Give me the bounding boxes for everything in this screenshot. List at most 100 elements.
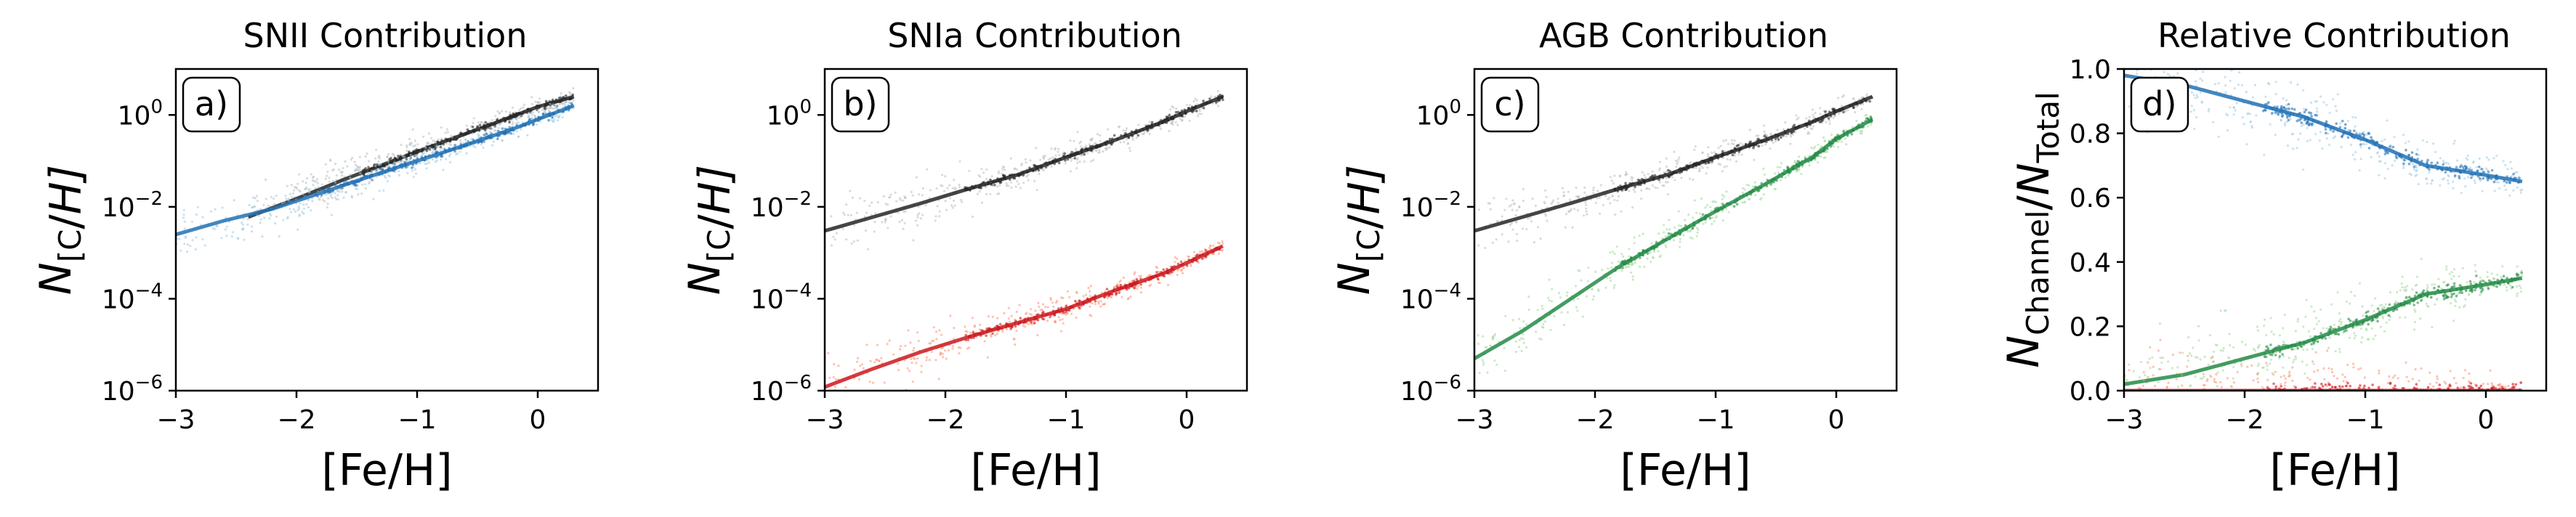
data-point [980, 329, 983, 332]
data-point [2430, 182, 2433, 185]
data-point [2334, 105, 2337, 107]
data-point [1610, 266, 1613, 269]
data-point [2197, 339, 2200, 342]
data-point [2274, 134, 2277, 137]
data-point [254, 197, 257, 200]
data-point [318, 198, 320, 200]
data-point [996, 333, 998, 335]
data-point [435, 144, 438, 147]
data-point [1672, 239, 1676, 242]
data-point [2134, 398, 2136, 400]
data-point [2244, 343, 2248, 346]
data-point [1038, 305, 1041, 308]
data-point [316, 178, 319, 181]
data-point [845, 238, 848, 241]
data-point [2252, 347, 2256, 351]
data-point [2271, 111, 2274, 115]
data-point [951, 206, 954, 209]
data-point [2348, 336, 2351, 339]
data-point [2148, 357, 2151, 360]
data-point [357, 168, 360, 172]
data-point [203, 244, 206, 247]
data-point [2437, 285, 2440, 288]
data-point [2334, 350, 2337, 353]
data-point [341, 174, 344, 177]
data-point [526, 134, 529, 137]
data-point [897, 211, 900, 214]
data-point [1585, 295, 1588, 298]
data-point [1700, 197, 1703, 200]
data-point [985, 168, 988, 171]
data-point [1776, 129, 1779, 131]
data-point [1005, 184, 1009, 187]
data-point [1543, 320, 1546, 323]
data-point [2503, 283, 2506, 286]
data-point [915, 362, 918, 365]
panel-agb: AGB Contribution −3 −2 −1 010−610−410−2100[… [1329, 16, 1898, 496]
data-point [211, 227, 214, 229]
data-point [1774, 172, 1777, 175]
data-point [1679, 237, 1681, 240]
data-point [2160, 361, 2163, 364]
data-point [431, 158, 435, 161]
data-point [1584, 201, 1587, 204]
data-point [2221, 349, 2224, 352]
data-point [2452, 319, 2455, 322]
data-point [2319, 131, 2322, 134]
data-point [1860, 130, 1863, 133]
data-point [2454, 304, 2457, 307]
data-point [1755, 134, 1758, 137]
data-point [1668, 219, 1671, 221]
data-point [492, 140, 496, 143]
data-point [2354, 116, 2357, 119]
y-tick-label: 10−6 [102, 372, 163, 407]
data-point [1640, 198, 1643, 200]
data-point [1735, 160, 1738, 163]
data-point [405, 166, 408, 169]
data-point [1869, 115, 1873, 118]
series-line [825, 94, 1224, 233]
data-point [2413, 168, 2416, 171]
data-point [948, 184, 951, 187]
data-point [1829, 145, 1833, 148]
data-point [2427, 305, 2430, 308]
data-point [1503, 370, 1506, 373]
data-point [364, 167, 368, 170]
data-point [330, 193, 333, 196]
data-point [1664, 235, 1667, 238]
data-point [1511, 208, 1514, 211]
data-point [828, 376, 831, 379]
data-point [2332, 130, 2335, 133]
data-point [1139, 291, 1142, 294]
data-point [310, 173, 312, 176]
data-point [1740, 153, 1743, 156]
data-point [1633, 242, 1636, 245]
data-point [1795, 114, 1798, 117]
data-point [309, 188, 312, 191]
data-point [2128, 363, 2131, 366]
data-point [1706, 166, 1709, 169]
data-point [2328, 112, 2331, 115]
data-point [1695, 211, 1698, 214]
data-point [1503, 208, 1506, 211]
data-point [958, 160, 961, 163]
data-point [1035, 147, 1038, 150]
data-point [1865, 93, 1868, 96]
data-point [1828, 119, 1830, 122]
data-point [1698, 212, 1701, 215]
data-point [1602, 203, 1604, 207]
data-point [1527, 217, 1530, 220]
data-point [384, 176, 387, 179]
data-point [2358, 169, 2361, 172]
data-point [2285, 104, 2288, 107]
y-tick-label: 10−2 [102, 188, 163, 223]
data-point [257, 214, 260, 217]
data-point [952, 199, 956, 203]
data-point [1017, 182, 1020, 186]
data-point [1540, 338, 1543, 341]
data-point [2224, 91, 2227, 94]
data-point [2296, 119, 2299, 123]
data-point [2305, 122, 2308, 125]
data-point [2249, 120, 2252, 123]
data-point [2140, 402, 2142, 404]
